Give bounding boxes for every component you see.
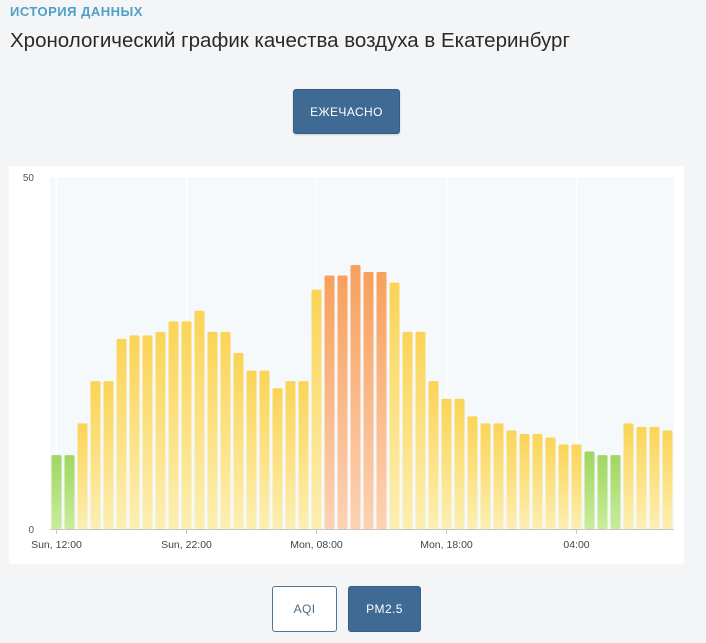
bar[interactable] bbox=[428, 381, 439, 529]
bar[interactable] bbox=[662, 430, 673, 529]
bar[interactable] bbox=[51, 455, 62, 529]
bar[interactable] bbox=[363, 272, 374, 529]
x-tick-label: Sun, 22:00 bbox=[161, 539, 212, 551]
bar[interactable] bbox=[610, 455, 621, 529]
y-tick-label: 0 bbox=[28, 525, 34, 536]
bar[interactable] bbox=[649, 426, 660, 529]
bar[interactable] bbox=[220, 331, 231, 529]
bar[interactable] bbox=[584, 451, 595, 529]
hourly-interval-button[interactable]: ЕЖЕЧАСНО bbox=[293, 89, 400, 134]
bar[interactable] bbox=[116, 338, 127, 529]
bar[interactable] bbox=[454, 398, 465, 529]
bar[interactable] bbox=[441, 398, 452, 529]
chart-card: 0 50 Sun, 12:00 Sun, 22:00 Mon, 08:00 Mon, 18… bbox=[9, 166, 684, 564]
bar[interactable] bbox=[324, 275, 335, 529]
bar[interactable] bbox=[376, 272, 387, 529]
bar[interactable] bbox=[246, 370, 257, 529]
bar[interactable] bbox=[571, 444, 582, 529]
page-title: Хронологический график качества воздуха … bbox=[10, 29, 570, 52]
bar[interactable] bbox=[194, 310, 205, 529]
y-tick-label: 50 bbox=[23, 173, 35, 184]
bar[interactable] bbox=[545, 437, 556, 529]
bar[interactable] bbox=[129, 335, 140, 529]
bar[interactable] bbox=[77, 423, 88, 529]
bar[interactable] bbox=[402, 331, 413, 529]
bar[interactable] bbox=[142, 335, 153, 529]
bar[interactable] bbox=[467, 416, 478, 529]
bar[interactable] bbox=[415, 331, 426, 529]
bar[interactable] bbox=[181, 321, 192, 529]
metric-aqi-button[interactable]: AQI bbox=[272, 586, 337, 632]
plot-background bbox=[50, 177, 674, 529]
bar[interactable] bbox=[337, 275, 348, 529]
bar[interactable] bbox=[90, 381, 101, 529]
x-tick-label: Mon, 18:00 bbox=[420, 539, 473, 551]
bar[interactable] bbox=[259, 370, 270, 529]
x-tick-label: 04:00 bbox=[563, 539, 589, 551]
bar[interactable] bbox=[285, 381, 296, 529]
bar[interactable] bbox=[311, 289, 322, 529]
pm25-bar-chart: 0 50 Sun, 12:00 Sun, 22:00 Mon, 08:00 Mon, 18… bbox=[23, 173, 674, 551]
bar[interactable] bbox=[207, 331, 218, 529]
bar[interactable] bbox=[233, 353, 244, 529]
bar[interactable] bbox=[389, 282, 400, 529]
bar[interactable] bbox=[493, 423, 504, 529]
bar[interactable] bbox=[298, 381, 309, 529]
section-eyebrow: ИСТОРИЯ ДАННЫХ bbox=[10, 4, 143, 19]
bar[interactable] bbox=[480, 423, 491, 529]
bar[interactable] bbox=[506, 430, 517, 529]
x-tick-label: Mon, 08:00 bbox=[290, 539, 343, 551]
bar[interactable] bbox=[636, 426, 647, 529]
bar[interactable] bbox=[168, 321, 179, 529]
bar[interactable] bbox=[623, 423, 634, 529]
bar[interactable] bbox=[519, 433, 530, 529]
bar[interactable] bbox=[597, 455, 608, 529]
bar[interactable] bbox=[272, 388, 283, 529]
bar[interactable] bbox=[558, 444, 569, 529]
bar[interactable] bbox=[103, 381, 114, 529]
x-tick-label: Sun, 12:00 bbox=[31, 539, 82, 551]
bar[interactable] bbox=[155, 331, 166, 529]
metric-pm25-button[interactable]: PM2.5 bbox=[348, 586, 421, 632]
bar[interactable] bbox=[64, 455, 75, 529]
bar[interactable] bbox=[350, 265, 361, 529]
bar[interactable] bbox=[532, 433, 543, 529]
